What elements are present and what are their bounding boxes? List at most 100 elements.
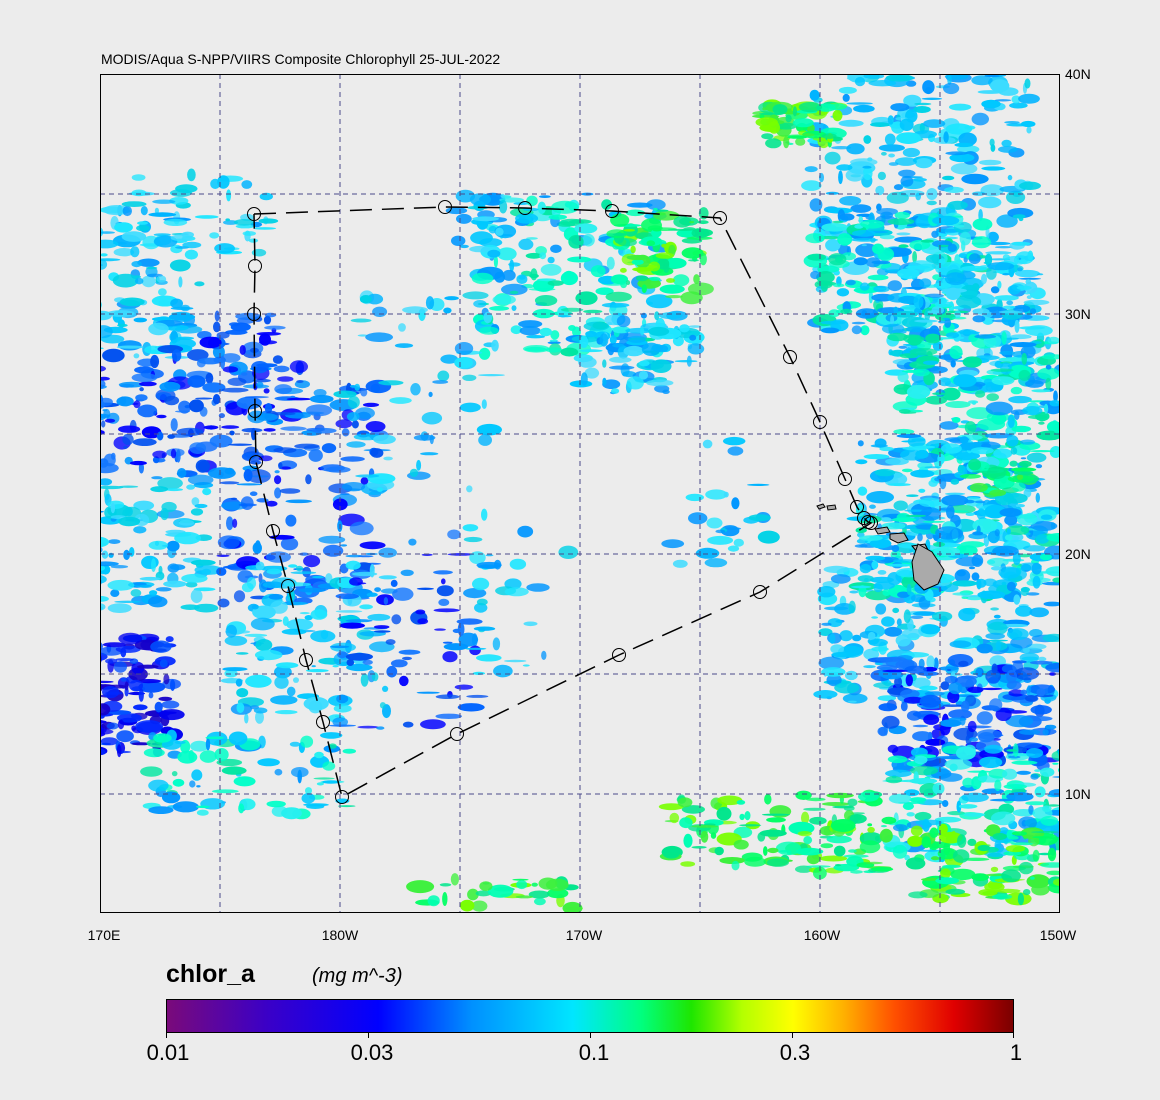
chlorophyll-patch bbox=[438, 598, 450, 607]
chlorophyll-patch bbox=[347, 395, 360, 409]
chlorophyll-patch bbox=[921, 836, 932, 849]
chlorophyll-patch bbox=[704, 558, 728, 568]
chlorophyll-patch bbox=[809, 816, 827, 825]
chlorophyll-patch bbox=[1020, 689, 1028, 695]
chlorophyll-patch bbox=[333, 390, 357, 398]
chlorophyll-patch bbox=[879, 446, 894, 452]
chlorophyll-patch bbox=[994, 529, 1000, 537]
chlorophyll-patch bbox=[937, 453, 945, 465]
chlorophyll-patch bbox=[336, 694, 349, 704]
chlorophyll-patch bbox=[995, 707, 1012, 722]
chlorophyll-patch bbox=[986, 466, 1007, 480]
chlorophyll-patch bbox=[971, 572, 980, 581]
chlorophyll-patch bbox=[359, 295, 372, 304]
chlorophyll-patch bbox=[725, 527, 742, 530]
chlorophyll-patch bbox=[1026, 126, 1032, 134]
chlorophyll-patch bbox=[349, 385, 357, 388]
chlorophyll-patch bbox=[1039, 553, 1052, 561]
chlorophyll-patch bbox=[442, 641, 453, 644]
chlorophyll-patch bbox=[650, 359, 672, 374]
chlorophyll-patch bbox=[840, 308, 853, 315]
chlorophyll-patch bbox=[170, 298, 183, 309]
chlorophyll-patch bbox=[941, 387, 961, 401]
chlorophyll-patch bbox=[833, 283, 845, 288]
chlorophyll-patch bbox=[828, 253, 847, 266]
chlorophyll-patch bbox=[933, 546, 961, 557]
chlorophyll-patch bbox=[313, 777, 335, 780]
chlorophyll-patch bbox=[884, 133, 896, 146]
map-border bbox=[100, 74, 1060, 913]
chlorophyll-patch bbox=[874, 468, 896, 477]
chlorophyll-patch bbox=[583, 309, 603, 314]
chlorophyll-patch bbox=[707, 535, 734, 545]
chlorophyll-patch bbox=[911, 677, 931, 689]
colorbar-label-0.3: 0.3 bbox=[779, 1040, 811, 1065]
chlorophyll-patch bbox=[409, 468, 419, 478]
chlorophyll-patch bbox=[877, 570, 887, 575]
chlorophyll-patch bbox=[450, 873, 459, 886]
chlorophyll-patch bbox=[376, 726, 385, 730]
chlorophyll-patch bbox=[938, 666, 959, 671]
chlorophyll-patch bbox=[1042, 633, 1060, 642]
chlorophyll-patch bbox=[898, 169, 916, 178]
chlorophyll-patch bbox=[903, 609, 911, 624]
chlorophyll-patch bbox=[956, 295, 982, 309]
chlorophyll-patch bbox=[999, 350, 1016, 355]
chlorophyll-patch bbox=[981, 788, 1005, 795]
chlorophyll-patch bbox=[795, 137, 806, 146]
chlorophyll-patch bbox=[723, 436, 746, 446]
chlorophyll-patch bbox=[919, 278, 932, 288]
chlorophyll-patch bbox=[100, 603, 106, 611]
chlorophyll-patch bbox=[1031, 831, 1059, 834]
chlorophyll-patch bbox=[444, 296, 459, 301]
chlorophyll-patch bbox=[1046, 870, 1060, 876]
chlorophyll-patch bbox=[948, 682, 963, 695]
chlorophyll-patch bbox=[940, 704, 964, 707]
chlorophyll-patch bbox=[362, 402, 380, 407]
chlorophyll-patch bbox=[277, 376, 294, 382]
chlorophyll-patch bbox=[188, 399, 204, 413]
chlorophyll-patch bbox=[989, 489, 1007, 497]
chlorophyll-patch bbox=[226, 516, 234, 531]
chlorophyll-patch bbox=[350, 318, 372, 323]
chlorophyll-patch bbox=[933, 657, 939, 670]
chlorophyll-patch bbox=[863, 454, 890, 460]
chlorophyll-patch bbox=[859, 282, 870, 291]
chlorophyll-patch bbox=[826, 673, 842, 687]
chlorophyll-patch bbox=[236, 688, 249, 698]
chlorophyll-patch bbox=[848, 600, 856, 614]
chlorophyll-patch bbox=[222, 667, 248, 672]
chlorophyll-patch bbox=[278, 462, 283, 470]
chlorophyll-patch bbox=[981, 166, 1006, 171]
chlorophyll-patch bbox=[887, 755, 908, 764]
chlorophyll-patch bbox=[908, 891, 928, 899]
chlorophyll-patch bbox=[843, 854, 869, 858]
chlorophyll-patch bbox=[798, 102, 823, 113]
chlorophyll-patch bbox=[766, 858, 790, 867]
chlorophyll-patch bbox=[100, 478, 113, 486]
chlorophyll-patch bbox=[945, 123, 973, 135]
chlorophyll-patch bbox=[233, 590, 246, 603]
chlorophyll-patch bbox=[1017, 553, 1032, 558]
chlorophyll-patch bbox=[282, 616, 289, 627]
chlorophyll-patch bbox=[867, 274, 889, 281]
chlorophyll-patch bbox=[322, 780, 340, 784]
chlorophyll-patch bbox=[994, 295, 1019, 301]
chlorophyll-patch bbox=[845, 168, 865, 182]
chlorophyll-patch bbox=[163, 218, 188, 226]
chlorophyll-patch bbox=[909, 778, 938, 784]
chlorophyll-patch bbox=[851, 585, 872, 589]
chlorophyll-patch bbox=[372, 306, 388, 317]
chlorophyll-patch bbox=[385, 639, 396, 645]
chlorophyll-patch bbox=[906, 494, 919, 498]
chlorophyll-patch bbox=[921, 97, 943, 100]
chlorophyll-patch bbox=[244, 713, 249, 724]
chlorophyll-patch bbox=[993, 614, 1001, 619]
station-marker bbox=[518, 201, 532, 215]
chlorophyll-patch bbox=[365, 421, 386, 432]
chlorophyll-patch bbox=[130, 246, 140, 258]
chlorophyll-patch bbox=[360, 673, 369, 687]
chlorophyll-patch bbox=[901, 468, 913, 473]
chlorophyll-patch bbox=[131, 661, 145, 675]
chlorophyll-patch bbox=[859, 840, 881, 854]
